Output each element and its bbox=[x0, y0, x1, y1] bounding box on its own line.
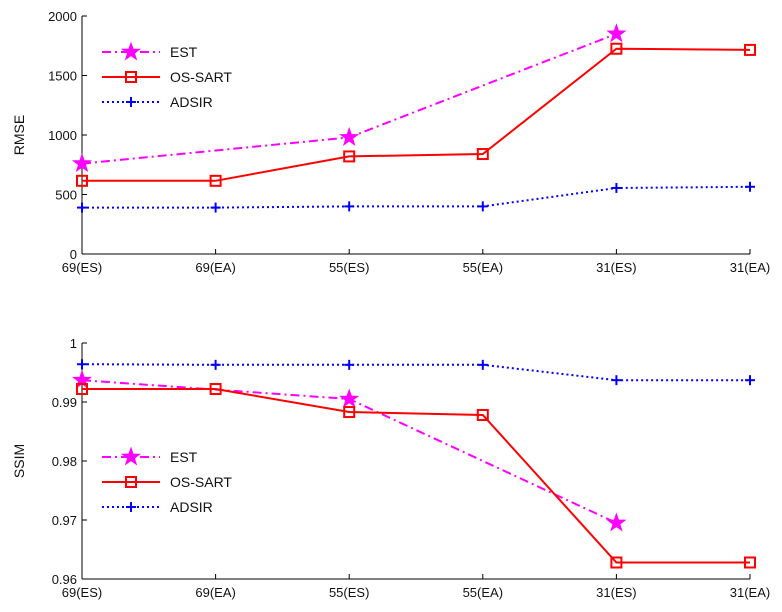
y-axis-label: SSIM bbox=[11, 444, 27, 478]
data-point-adsir bbox=[745, 375, 755, 386]
data-point-adsir bbox=[477, 359, 488, 370]
data-point-os-sart bbox=[744, 43, 756, 56]
legend: EST OS-SART ADSIR bbox=[102, 446, 232, 515]
data-point-os-sart bbox=[76, 383, 88, 396]
data-point-adsir bbox=[611, 375, 622, 386]
data-point-adsir bbox=[745, 181, 755, 192]
legend-marker-est bbox=[120, 446, 142, 466]
data-point-os-sart bbox=[209, 383, 222, 396]
data-point-os-sart bbox=[610, 556, 623, 569]
y-tick-label: 0.96 bbox=[52, 572, 77, 587]
x-tick-label: 55(ES) bbox=[329, 585, 369, 600]
y-tick-label: 1 bbox=[70, 336, 77, 351]
legend-label-adsir: ADSIR bbox=[170, 499, 213, 515]
data-point-est bbox=[606, 512, 627, 532]
series-line-adsir bbox=[82, 185, 751, 209]
data-point-est bbox=[339, 126, 360, 146]
data-point-os-sart bbox=[610, 42, 623, 55]
series-line-os-sart bbox=[82, 47, 751, 182]
x-tick-label: 69(EA) bbox=[195, 260, 235, 275]
x-tick-label: 31(EA) bbox=[730, 260, 770, 275]
chart-2: 69(ES) 69(EA) 55(ES) 55(EA) 31(ES) 31(EA) 0.96… bbox=[11, 336, 770, 600]
data-point-adsir bbox=[77, 202, 87, 213]
x-tick-label: 55(EA) bbox=[463, 260, 503, 275]
y-axis-label: RMSE bbox=[11, 115, 27, 155]
data-point-est bbox=[606, 23, 627, 43]
data-point-os-sart bbox=[744, 556, 756, 569]
legend-label-os-sart: OS-SART bbox=[170, 69, 232, 85]
legend-marker-est bbox=[120, 41, 142, 61]
data-point-os-sart bbox=[343, 406, 356, 419]
y-tick-label: 0 bbox=[70, 247, 77, 262]
y-tick-label: 1500 bbox=[48, 69, 77, 84]
x-tick-label: 69(EA) bbox=[195, 585, 235, 600]
y-tick-label: 0.97 bbox=[52, 513, 77, 528]
data-point-adsir bbox=[344, 201, 355, 212]
chart-1: 69(ES) 69(EA) 55(ES) 55(EA) 31(ES) 31(EA) 0 500… bbox=[11, 9, 770, 275]
data-point-adsir bbox=[210, 359, 221, 370]
data-point-os-sart bbox=[476, 408, 489, 421]
x-tick-label: 55(EA) bbox=[463, 585, 503, 600]
x-tick-label: 69(ES) bbox=[62, 585, 102, 600]
data-point-adsir bbox=[477, 201, 488, 212]
data-point-adsir bbox=[210, 202, 221, 213]
legend-marker-adsir bbox=[126, 97, 136, 107]
y-tick-label: 0.98 bbox=[52, 454, 77, 469]
data-point-est bbox=[71, 153, 93, 173]
x-tick-label: 55(ES) bbox=[329, 260, 369, 275]
x-tick-label: 31(EA) bbox=[730, 585, 770, 600]
x-tick-label: 69(ES) bbox=[62, 260, 102, 275]
series-line-adsir bbox=[81, 363, 750, 382]
data-point-os-sart bbox=[343, 150, 356, 163]
series-adsir bbox=[77, 181, 755, 213]
y-tick-label: 0.99 bbox=[52, 395, 77, 410]
data-point-est bbox=[339, 388, 360, 408]
legend-label-adsir: ADSIR bbox=[170, 94, 213, 110]
series-est bbox=[71, 23, 627, 173]
legend-label-est: EST bbox=[170, 449, 198, 465]
series-os-sart bbox=[76, 42, 756, 187]
series-line-est bbox=[81, 32, 617, 165]
series-adsir bbox=[77, 359, 755, 386]
legend-label-os-sart: OS-SART bbox=[170, 474, 232, 490]
series-est bbox=[71, 369, 627, 532]
legend-marker-os-sart bbox=[125, 71, 137, 83]
legend-marker-os-sart bbox=[125, 476, 137, 488]
legend: EST OS-SART ADSIR bbox=[102, 41, 232, 110]
series-line-os-sart bbox=[82, 388, 750, 564]
data-point-os-sart bbox=[76, 174, 88, 187]
x-tick-label: 31(ES) bbox=[596, 585, 636, 600]
series-os-sart bbox=[76, 383, 756, 569]
y-tick-label: 1000 bbox=[48, 128, 77, 143]
legend-marker-adsir bbox=[126, 502, 136, 512]
x-tick-label: 31(ES) bbox=[596, 260, 636, 275]
y-tick-label: 500 bbox=[55, 188, 77, 203]
data-point-os-sart bbox=[209, 174, 222, 187]
data-point-adsir bbox=[77, 359, 87, 370]
y-tick-label: 2000 bbox=[48, 9, 77, 24]
data-point-adsir bbox=[611, 182, 622, 193]
data-point-os-sart bbox=[476, 148, 489, 161]
data-point-adsir bbox=[344, 359, 355, 370]
legend-label-est: EST bbox=[170, 44, 198, 60]
